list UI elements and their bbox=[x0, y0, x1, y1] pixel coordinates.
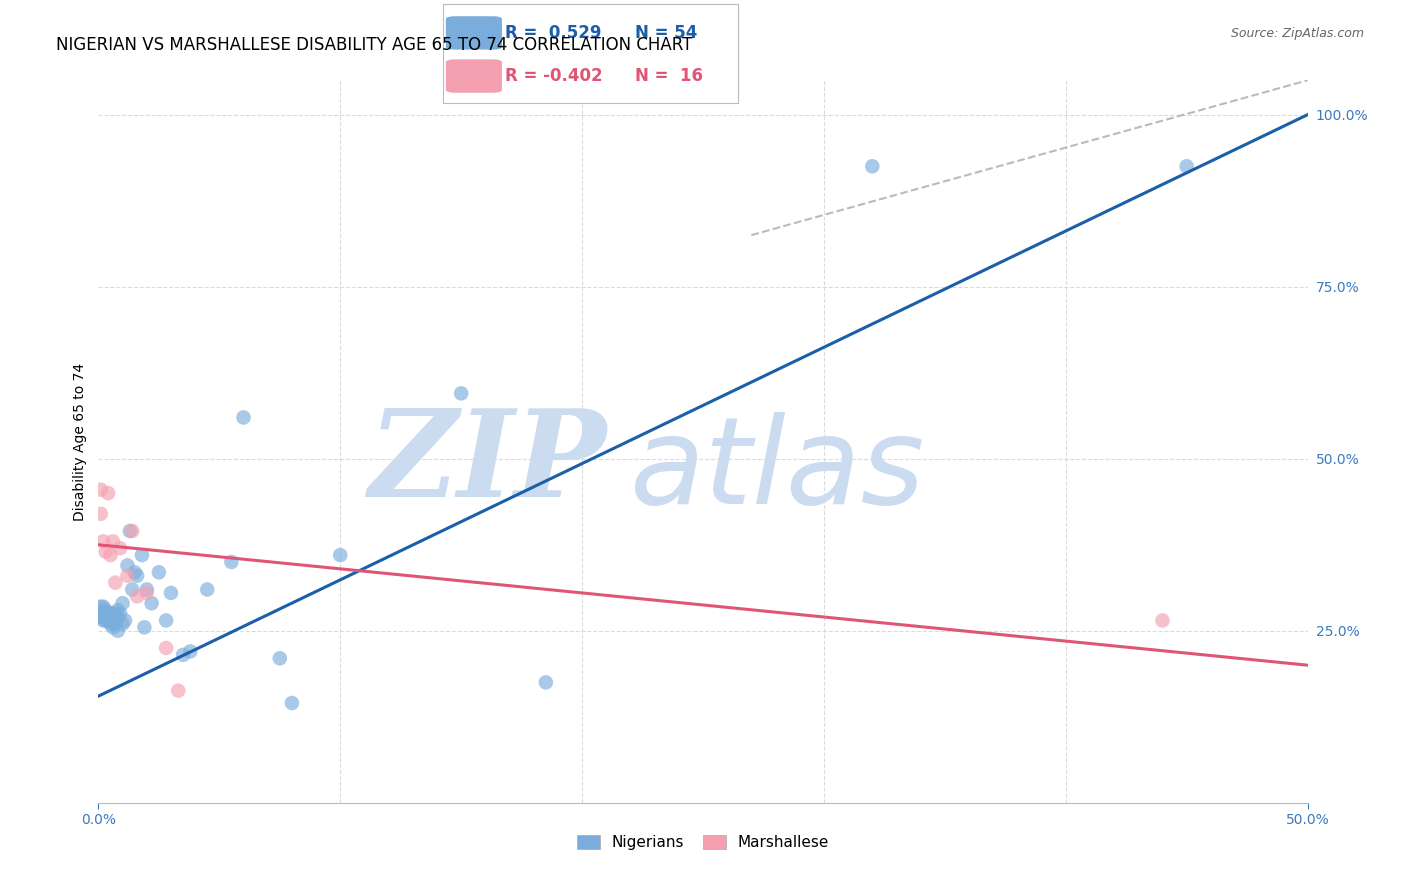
Point bbox=[100, 616, 122, 631]
Point bbox=[90, 599, 112, 614]
Point bbox=[100, 614, 122, 628]
Point bbox=[94, 614, 117, 628]
Point bbox=[281, 696, 304, 710]
Point bbox=[91, 607, 114, 621]
Point bbox=[101, 620, 124, 634]
Point bbox=[121, 582, 143, 597]
Point bbox=[124, 566, 146, 580]
Point bbox=[91, 534, 114, 549]
Point bbox=[117, 558, 139, 573]
Text: R = -0.402: R = -0.402 bbox=[505, 67, 603, 85]
Point bbox=[118, 524, 141, 538]
Point bbox=[221, 555, 243, 569]
Point bbox=[155, 614, 177, 628]
Point bbox=[179, 644, 201, 658]
Point bbox=[860, 159, 883, 173]
Point bbox=[100, 548, 122, 562]
Point bbox=[104, 607, 127, 621]
Point bbox=[101, 607, 124, 621]
Y-axis label: Disability Age 65 to 74: Disability Age 65 to 74 bbox=[73, 362, 87, 521]
Point bbox=[135, 582, 157, 597]
Point bbox=[94, 544, 117, 558]
Point bbox=[111, 616, 134, 631]
Point bbox=[450, 386, 472, 401]
Point bbox=[534, 675, 557, 690]
Point bbox=[90, 610, 112, 624]
FancyBboxPatch shape bbox=[446, 16, 502, 50]
Point bbox=[90, 607, 112, 621]
Point bbox=[117, 568, 139, 582]
Point bbox=[135, 586, 157, 600]
Point bbox=[167, 683, 190, 698]
Text: ZIP: ZIP bbox=[368, 404, 606, 523]
Point bbox=[172, 648, 194, 662]
Point bbox=[121, 524, 143, 538]
Point bbox=[108, 541, 131, 556]
Point bbox=[232, 410, 254, 425]
Point bbox=[1152, 614, 1174, 628]
Point bbox=[148, 566, 170, 580]
Point bbox=[107, 603, 129, 617]
Point bbox=[107, 610, 129, 624]
Legend: Nigerians, Marshallese: Nigerians, Marshallese bbox=[571, 830, 835, 856]
Point bbox=[104, 616, 127, 631]
Point bbox=[90, 507, 112, 521]
Point bbox=[131, 548, 153, 562]
Point bbox=[107, 624, 129, 638]
Point bbox=[91, 610, 114, 624]
Text: Source: ZipAtlas.com: Source: ZipAtlas.com bbox=[1230, 27, 1364, 40]
FancyBboxPatch shape bbox=[446, 60, 502, 93]
Point bbox=[101, 614, 124, 628]
Point bbox=[97, 610, 120, 624]
Point bbox=[94, 607, 117, 621]
Point bbox=[108, 607, 131, 621]
Point bbox=[100, 610, 122, 624]
Point bbox=[127, 590, 149, 604]
Text: NIGERIAN VS MARSHALLESE DISABILITY AGE 65 TO 74 CORRELATION CHART: NIGERIAN VS MARSHALLESE DISABILITY AGE 6… bbox=[56, 36, 693, 54]
Point bbox=[329, 548, 352, 562]
Point bbox=[141, 596, 163, 610]
Point bbox=[91, 599, 114, 614]
Point bbox=[97, 614, 120, 628]
Text: N = 54: N = 54 bbox=[636, 24, 697, 42]
Point bbox=[100, 607, 122, 621]
Point bbox=[91, 614, 114, 628]
Point bbox=[134, 620, 156, 634]
Point bbox=[111, 596, 134, 610]
Point bbox=[94, 610, 117, 624]
Text: N =  16: N = 16 bbox=[636, 67, 703, 85]
Point bbox=[94, 603, 117, 617]
Point bbox=[97, 607, 120, 621]
Point bbox=[195, 582, 218, 597]
Text: atlas: atlas bbox=[630, 412, 925, 529]
Point bbox=[97, 486, 120, 500]
Point bbox=[1175, 159, 1198, 173]
Point bbox=[269, 651, 291, 665]
Point bbox=[155, 640, 177, 655]
Point bbox=[90, 483, 112, 497]
Point bbox=[127, 568, 149, 582]
Point bbox=[114, 614, 136, 628]
Text: R =  0.529: R = 0.529 bbox=[505, 24, 602, 42]
Point bbox=[104, 575, 127, 590]
Point bbox=[101, 534, 124, 549]
Point bbox=[160, 586, 183, 600]
